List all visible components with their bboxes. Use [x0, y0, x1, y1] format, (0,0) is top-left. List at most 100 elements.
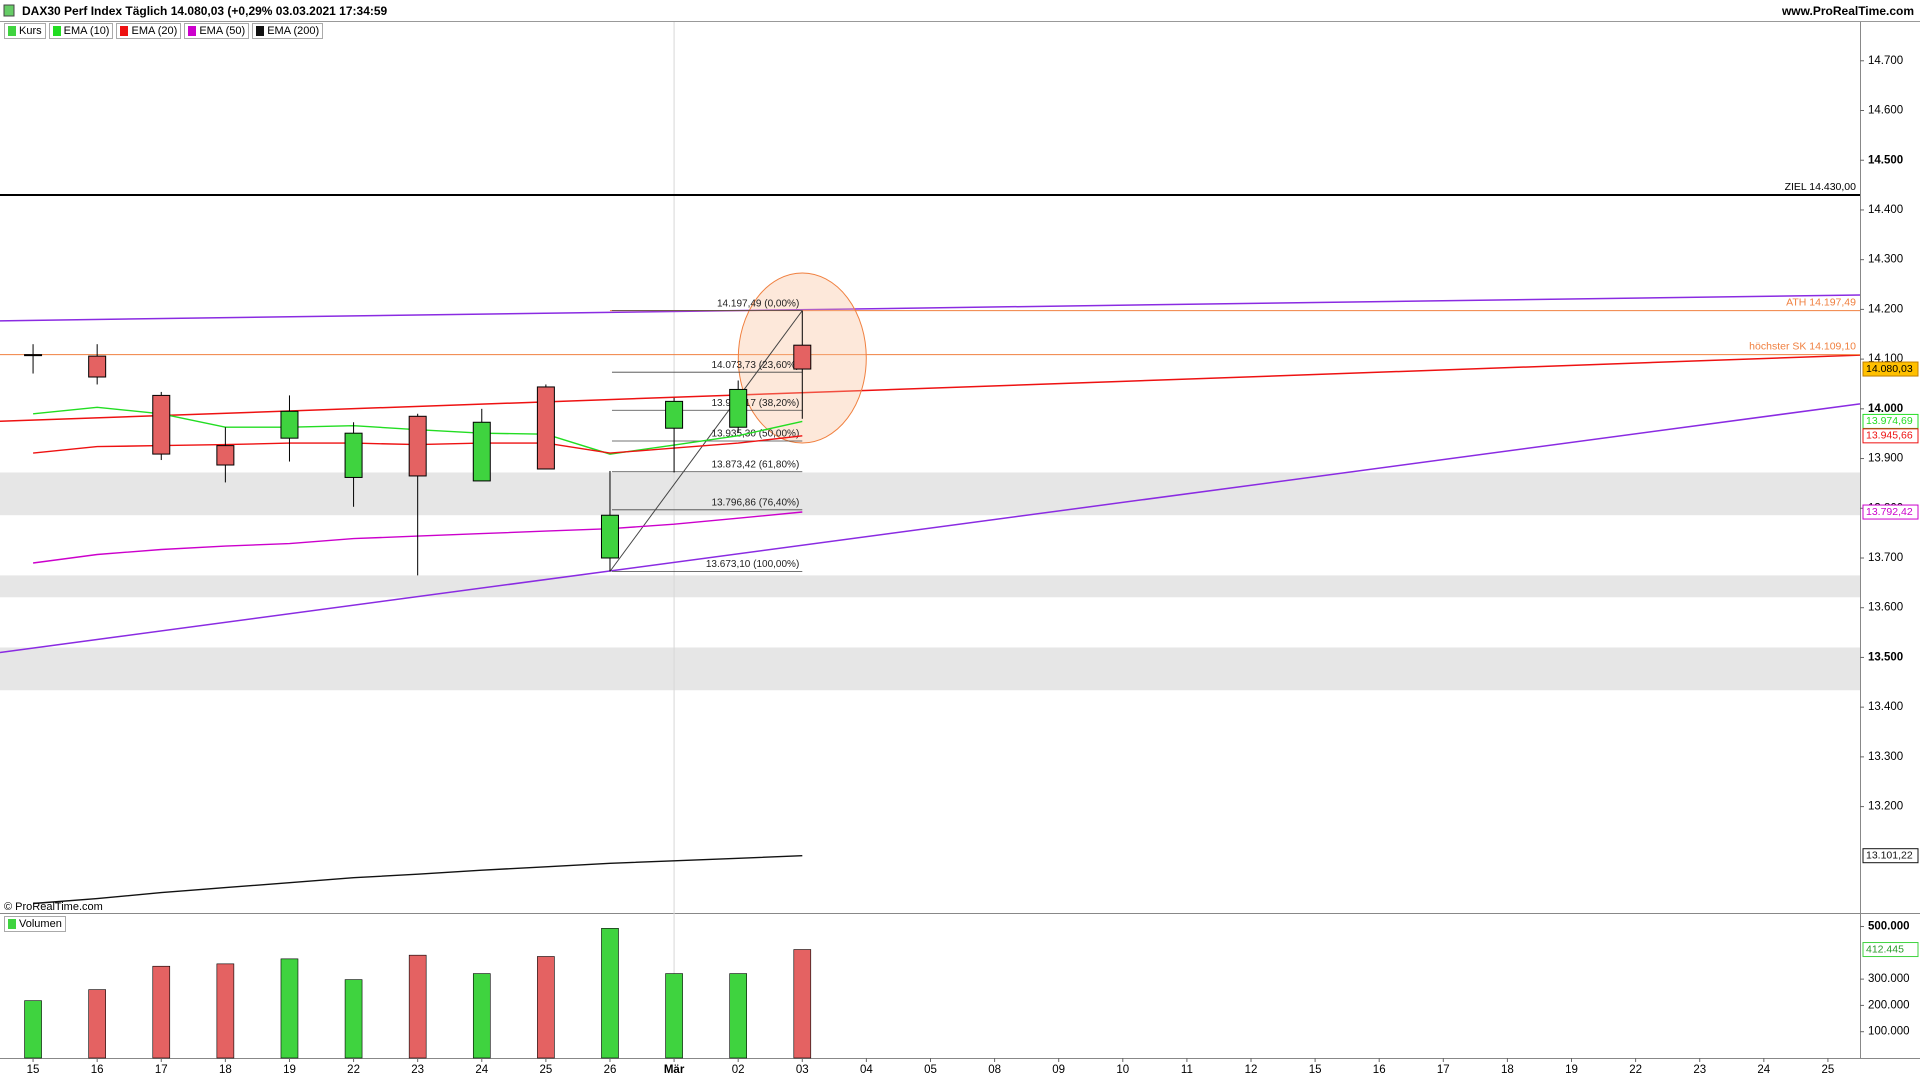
fib-label: 13.796,86 (76,40%)	[711, 497, 799, 508]
zone	[0, 472, 1860, 516]
volume-value-label: 412.445	[1866, 943, 1904, 955]
x-tick-label: 10	[1116, 1064, 1129, 1076]
trendline	[0, 354, 1861, 423]
x-tick-label: 18	[219, 1064, 232, 1076]
candle-body	[216, 445, 235, 466]
candle-body	[408, 415, 427, 477]
volume-value-label-box	[1862, 942, 1919, 958]
volume-bar	[280, 958, 299, 1059]
volume-bar	[88, 989, 106, 1059]
x-tick-label: 15	[1309, 1064, 1322, 1076]
x-tick-label: 15	[27, 1064, 40, 1076]
y-tick-label: 500.000	[1868, 921, 1910, 933]
legend-label: EMA (50)	[199, 25, 246, 37]
volume-bar	[408, 954, 427, 1059]
fib-label: 13.935,30 (50,00%)	[711, 429, 799, 440]
zone	[0, 575, 1860, 598]
x-tick-label: Mär	[664, 1064, 685, 1076]
fib-label: 13.873,42 (61,80%)	[711, 459, 799, 470]
x-tick-label: 03	[796, 1064, 809, 1076]
x-tick-label: 16	[1373, 1064, 1386, 1076]
ema-value-label-box	[1862, 848, 1919, 864]
x-tick-label: 23	[411, 1064, 424, 1076]
x-tick-label: 18	[1501, 1064, 1514, 1076]
y-tick-label: 13.700	[1868, 552, 1903, 564]
candle-body	[793, 344, 812, 370]
legend-label: Kurs	[19, 25, 42, 37]
candle-body	[152, 394, 171, 455]
candle-body	[472, 421, 491, 482]
legend-item: EMA (50)	[184, 23, 250, 39]
x-tick-label: 16	[91, 1064, 104, 1076]
legend: Volumen	[4, 916, 66, 932]
legend-swatch	[120, 26, 129, 36]
y-tick-label: 14.000	[1868, 403, 1903, 415]
x-tick-label: 25	[539, 1064, 552, 1076]
trendline	[0, 403, 1861, 654]
ema-line	[33, 855, 803, 905]
candle-body	[88, 355, 107, 378]
fib-label: 13.673,10 (100,00%)	[706, 559, 799, 570]
legend-swatch	[256, 26, 265, 36]
legend-swatch	[52, 26, 61, 36]
legend-label: Volumen	[19, 918, 62, 930]
y-tick-label: 14.300	[1868, 254, 1903, 266]
ema-value-label-box	[1862, 504, 1919, 520]
watermark: © ProRealTime.com	[4, 901, 103, 913]
volume-bar	[793, 949, 812, 1059]
volume-bar	[665, 973, 683, 1059]
legend-item: Kurs	[4, 23, 46, 39]
legend-swatch	[188, 26, 197, 36]
legend-item: EMA (10)	[48, 23, 114, 39]
candle-body	[536, 386, 555, 470]
legend-swatch	[8, 26, 16, 36]
y-tick-label: 13.200	[1868, 801, 1903, 813]
x-tick-label: 12	[1245, 1064, 1258, 1076]
volume-bar	[472, 973, 491, 1059]
x-tick-label: 02	[732, 1064, 745, 1076]
x-tick-label: 11	[1181, 1064, 1193, 1076]
legend-item: Volumen	[4, 916, 66, 932]
legend-swatch	[8, 919, 16, 929]
zone	[0, 647, 1860, 691]
y-tick-label: 14.400	[1868, 204, 1903, 216]
line-annotation: ATH 14.197,49	[1786, 296, 1856, 308]
legend-label: EMA (10)	[63, 25, 110, 37]
volume-bar	[601, 928, 619, 1059]
y-tick-label: 200.000	[1868, 999, 1910, 1011]
candle-body	[24, 354, 43, 357]
legend: Kurs EMA (10) EMA (20) EMA (50) EMA (200)	[4, 23, 324, 39]
volume-bar	[537, 956, 555, 1059]
legend-label: EMA (20)	[131, 25, 178, 37]
x-tick-label: 19	[1565, 1064, 1578, 1076]
x-tick-label: 22	[347, 1064, 360, 1076]
candle-body	[729, 388, 748, 428]
x-tick-label: 23	[1693, 1064, 1706, 1076]
volume-bar	[24, 1000, 42, 1059]
x-tick-label: 09	[1052, 1064, 1065, 1076]
fib-label: 13.997,17 (38,20%)	[711, 398, 799, 409]
volume-bar	[152, 965, 171, 1059]
y-tick-label: 14.700	[1868, 55, 1903, 67]
line-annotation: höchster SK 14.109,10	[1749, 340, 1856, 352]
last-price-label: 14.080,03	[1866, 363, 1913, 375]
y-tick-label: 14.600	[1868, 105, 1903, 117]
fib-label: 14.197,49 (0,00%)	[717, 298, 799, 309]
header-source: www.ProRealTime.com	[1781, 4, 1914, 18]
ema-value-label: 13.101,22	[1866, 849, 1913, 861]
candle-body	[600, 514, 619, 559]
candle-body	[665, 400, 684, 429]
fib-label: 14.073,73 (23,60%)	[711, 360, 799, 371]
x-tick-label: 17	[1437, 1064, 1450, 1076]
y-tick-label: 13.600	[1868, 602, 1903, 614]
ema-value-label: 13.792,42	[1866, 506, 1913, 518]
volume-bar	[344, 979, 363, 1059]
candle-body	[344, 432, 363, 478]
x-tick-label: 05	[924, 1064, 937, 1076]
header-title: DAX30 Perf Index Täglich 14.080,03 (+0,2…	[22, 4, 388, 18]
y-tick-label: 300.000	[1868, 973, 1910, 985]
legend-label: EMA (200)	[267, 25, 320, 37]
candle-body	[280, 410, 299, 439]
